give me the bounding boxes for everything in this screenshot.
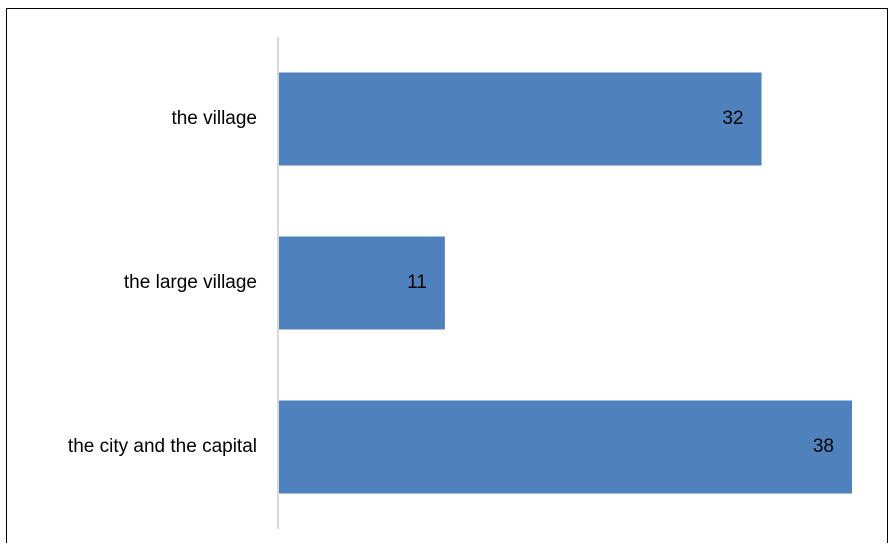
category-label-1: the large village [124, 272, 257, 293]
bar-0 [279, 72, 762, 166]
bars-group: the village 32 the large village 11 the city… [68, 72, 852, 494]
data-label-2: 38 [813, 436, 834, 457]
chart-frame: the village 32 the large village 11 the city… [6, 8, 888, 543]
bar-2 [279, 400, 852, 494]
bar-chart: the village 32 the large village 11 the city… [68, 37, 852, 529]
bar-1 [279, 236, 445, 330]
data-label-0: 32 [722, 108, 743, 129]
category-label-2: the city and the capital [68, 436, 257, 457]
category-label-0: the village [171, 108, 257, 129]
data-label-1: 11 [407, 272, 427, 293]
